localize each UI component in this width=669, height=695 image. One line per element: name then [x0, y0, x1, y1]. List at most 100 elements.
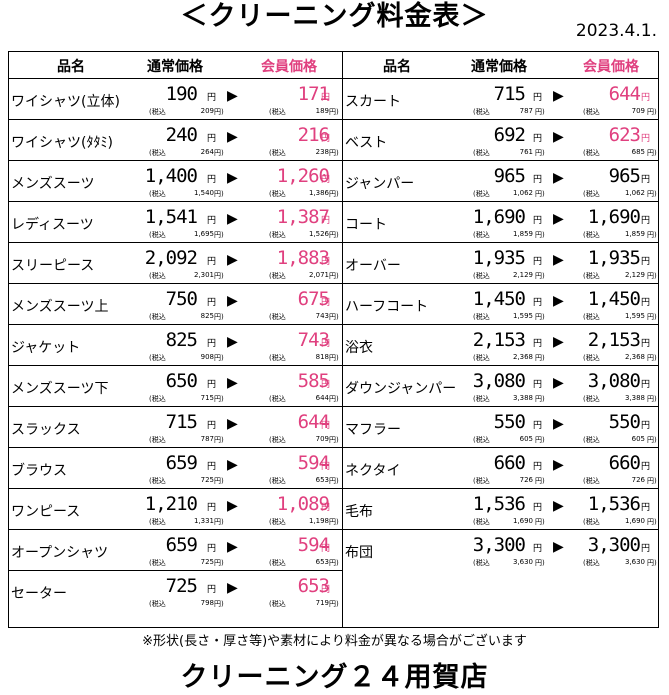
member-price: 171: [297, 83, 330, 105]
arrow-icon: ▶: [227, 252, 238, 268]
yen-unit: 円: [207, 134, 217, 144]
item-name: メンズスーツ: [11, 176, 95, 192]
header-name: 品名: [57, 59, 85, 75]
regular-price: 3,080: [472, 370, 526, 392]
regular-tax-price: 1,062: [512, 189, 533, 197]
member-tax-price: 2,071: [308, 271, 329, 279]
table-row: マフラー 550 円 (税込 605 円) ▶ 550 円 (税込 605 円): [343, 407, 658, 448]
member-tax-price: 1,198: [308, 517, 329, 525]
regular-tax-price: 1,331: [193, 517, 214, 525]
tax-label: (税込: [269, 436, 286, 444]
arrow-icon: ▶: [553, 416, 564, 432]
arrow-icon: ▶: [227, 293, 238, 309]
regular-price: 659: [165, 534, 198, 556]
regular-price: 750: [165, 288, 198, 310]
table-row: ダウンジャンパー 3,080 円 (税込 3,388 円) ▶ 3,080 円 (税込 3,388 円…: [343, 366, 658, 407]
member-price: 1,387: [276, 206, 330, 228]
tax-close: 円): [214, 518, 224, 526]
item-name: マフラー: [345, 422, 401, 438]
member-price: 216: [297, 124, 330, 146]
date-label: 2023.4.1.: [575, 21, 657, 41]
regular-tax-price: 726: [519, 476, 533, 484]
tax-label: (税込: [583, 190, 600, 198]
yen-unit: 円: [321, 421, 331, 431]
regular-tax-price: 1,595: [512, 312, 533, 320]
tax-close: 円): [214, 559, 224, 567]
tax-label: (税込: [583, 108, 600, 116]
regular-tax-price: 908: [200, 353, 214, 361]
yen-unit: 円: [641, 380, 651, 390]
yen-unit: 円: [321, 339, 331, 349]
header-member: 会員価格: [583, 59, 639, 75]
tax-close: 円): [214, 477, 224, 485]
yen-unit: 円: [533, 503, 543, 513]
table-row: ジャケット 825 円 (税込 908 円) ▶ 743 円 (税込 818 円): [9, 325, 342, 366]
tax-label: (税込: [583, 559, 600, 567]
member-price: 675: [297, 288, 330, 310]
item-name: メンズスーツ下: [11, 381, 109, 397]
member-price: 1,536: [587, 493, 641, 515]
table-row: ワンピース 1,210 円 (税込 1,331 円) ▶ 1,089 円 (税込 1,198 円): [9, 489, 342, 530]
tax-label: (税込: [583, 395, 600, 403]
member-tax-price: 743: [315, 312, 329, 320]
right-column: 品名 通常価格 会員価格 スカート 715 円 (税込 787 円) ▶ 644 円 (税込 709…: [343, 52, 658, 571]
tax-close: 円): [535, 231, 545, 239]
right-header: 品名 通常価格 会員価格: [343, 52, 658, 79]
yen-unit: 円: [533, 544, 543, 554]
tax-close: 円): [214, 354, 224, 362]
yen-unit: 円: [207, 257, 217, 267]
left-column: 品名 通常価格 会員価格 ワイシャツ(立体) 190 円 (税込 209 円) ▶ 171 円(…: [9, 52, 342, 612]
yen-unit: 円: [321, 380, 331, 390]
tax-label: (税込: [473, 272, 490, 280]
header-regular: 通常価格: [471, 59, 527, 75]
member-price: 3,300: [587, 534, 641, 556]
header-regular: 通常価格: [147, 59, 203, 75]
yen-unit: 円: [321, 134, 331, 144]
regular-price: 715: [165, 411, 198, 433]
regular-price: 1,541: [144, 206, 198, 228]
table-row: メンズスーツ下 650 円 (税込 715 円) ▶ 585 円 (税込 644 円): [9, 366, 342, 407]
arrow-icon: ▶: [553, 498, 564, 514]
tax-label: (税込: [269, 354, 286, 362]
yen-unit: 円: [321, 503, 331, 513]
item-name: セーター: [11, 586, 67, 602]
yen-unit: 円: [207, 462, 217, 472]
tax-label: (税込: [473, 108, 490, 116]
tax-close: 円): [214, 600, 224, 608]
member-tax-price: 653: [315, 558, 329, 566]
item-name: ワイシャツ(ﾀﾀﾐ): [11, 135, 113, 151]
table-row: スカート 715 円 (税込 787 円) ▶ 644 円 (税込 709 円): [343, 79, 658, 120]
yen-unit: 円: [207, 421, 217, 431]
yen-unit: 円: [641, 175, 651, 185]
tax-label: (税込: [473, 354, 490, 362]
yen-unit: 円: [207, 175, 217, 185]
yen-unit: 円: [207, 544, 217, 554]
shop-name: クリーニング２４用賀店: [180, 662, 489, 693]
arrow-icon: ▶: [227, 580, 238, 596]
table-row: ワイシャツ(立体) 190 円 (税込 209 円) ▶ 171 円 (税込 189 円): [9, 79, 342, 120]
member-tax-price: 653: [315, 476, 329, 484]
tax-close: 円): [647, 354, 657, 362]
member-price: 594: [297, 452, 330, 474]
table-row: オープンシャツ 659 円 (税込 725 円) ▶ 594 円 (税込 653 円): [9, 530, 342, 571]
table-row: ブラウス 659 円 (税込 725 円) ▶ 594 円 (税込 653 円): [9, 448, 342, 489]
left-header: 品名 通常価格 会員価格: [9, 52, 342, 79]
tax-close: 円): [647, 477, 657, 485]
regular-tax-price: 825: [200, 312, 214, 320]
yen-unit: 円: [533, 339, 543, 349]
table-row: コート 1,690 円 (税込 1,859 円) ▶ 1,690 円 (税込 1,859 円): [343, 202, 658, 243]
arrow-icon: ▶: [227, 416, 238, 432]
yen-unit: 円: [207, 585, 217, 595]
member-tax-price: 605: [631, 435, 645, 443]
tax-close: 円): [535, 559, 545, 567]
regular-price: 660: [493, 452, 526, 474]
tax-label: (税込: [583, 313, 600, 321]
yen-unit: 円: [321, 298, 331, 308]
tax-label: (税込: [269, 313, 286, 321]
yen-unit: 円: [641, 339, 651, 349]
arrow-icon: ▶: [553, 457, 564, 473]
item-name: ブラウス: [11, 463, 67, 479]
yen-unit: 円: [321, 93, 331, 103]
tax-close: 円): [329, 518, 339, 526]
arrow-icon: ▶: [553, 293, 564, 309]
